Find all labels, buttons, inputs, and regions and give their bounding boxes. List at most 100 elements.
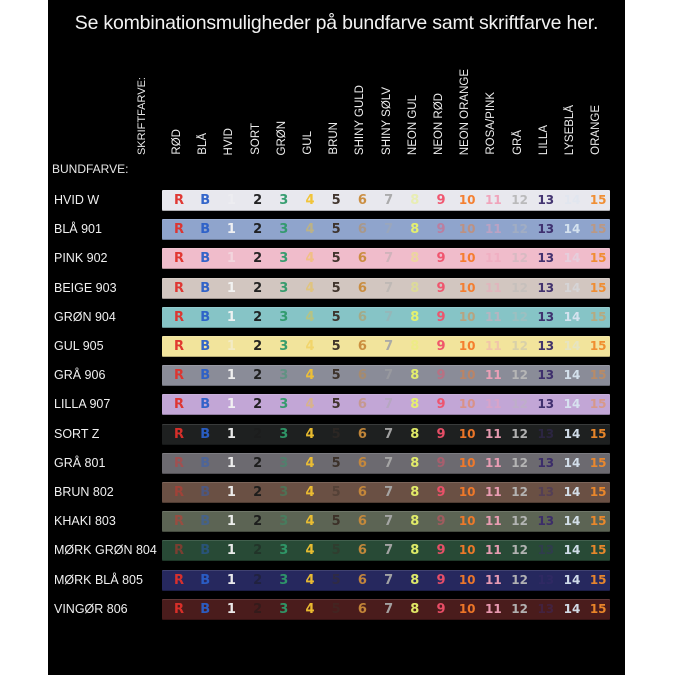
ribbon-swatch: R B 1 2 3 4 5 6 7 8 9 10 11 12 13 14 15 <box>162 423 610 445</box>
row-label: SORT Z <box>54 426 100 441</box>
font-color-sample: 13 <box>537 543 555 558</box>
font-color-sample: 8 <box>410 485 420 500</box>
font-color-sample: 12 <box>511 601 528 616</box>
font-color-sample: 2 <box>253 426 263 442</box>
font-color-sample: 1 <box>226 601 236 617</box>
ribbon-swatch: R B 1 2 3 4 5 6 7 8 9 10 11 12 13 14 15 <box>162 482 610 503</box>
ribbon-swatch: R B 1 2 3 4 5 6 7 8 9 10 11 12 13 14 15 <box>162 452 610 474</box>
font-color-sample: 4 <box>305 251 315 267</box>
font-color-sample: 12 <box>511 397 528 412</box>
font-color-sample: 13 <box>537 426 555 441</box>
font-color-sample: 12 <box>511 222 528 237</box>
font-color-sample: 12 <box>511 455 528 470</box>
column-header: NEON ORANGE <box>459 68 472 155</box>
font-color-sample: 5 <box>331 485 341 500</box>
font-color-sample: 14 <box>563 514 581 529</box>
font-color-sample: 10 <box>458 543 476 558</box>
font-color-sample: 15 <box>589 426 607 441</box>
font-color-sample: 9 <box>436 193 446 208</box>
font-color-sample: 1 <box>226 251 236 267</box>
font-color-sample: B <box>200 514 211 530</box>
font-color-sample: 7 <box>384 309 394 325</box>
font-color-sample: 9 <box>436 397 446 413</box>
font-color-sample: R <box>173 222 184 238</box>
font-color-sample: 4 <box>305 397 315 413</box>
font-color-sample: 12 <box>511 572 528 587</box>
font-color-sample: 14 <box>563 601 581 616</box>
column-header: GRØN <box>275 120 288 156</box>
column-header: HVID <box>223 127 236 155</box>
font-color-sample: 6 <box>357 572 367 588</box>
row-label: BEIGE 903 <box>54 280 117 295</box>
font-color-sample: 11 <box>485 368 502 383</box>
font-color-sample: 6 <box>357 222 367 238</box>
font-color-sample: 9 <box>436 543 446 559</box>
row-label: BRUN 802 <box>54 485 114 499</box>
ribbon-swatch: R B 1 2 3 4 5 6 7 8 9 10 11 12 13 14 15 <box>162 365 610 387</box>
font-color-sample: 11 <box>485 485 502 499</box>
font-color-sample: 11 <box>485 397 502 412</box>
ribbon-swatch: R B 1 2 3 4 5 6 7 8 9 10 11 12 13 14 15 <box>162 569 610 591</box>
column-header: BRUN <box>328 122 341 155</box>
font-color-sample: 15 <box>589 280 607 295</box>
font-color-sample: 4 <box>305 455 315 471</box>
ribbon-swatch: R B 1 2 3 4 5 6 7 8 9 10 11 12 13 14 15 <box>162 511 610 533</box>
font-color-sample: 2 <box>253 601 263 617</box>
ribbon-swatch: R B 1 2 3 4 5 6 7 8 9 10 11 12 13 14 15 <box>162 394 610 416</box>
font-color-sample: 8 <box>410 601 420 617</box>
font-color-sample: 12 <box>511 251 528 266</box>
font-color-sample: 6 <box>357 601 367 617</box>
row-label: GRØN 904 <box>54 309 116 324</box>
font-color-sample: 5 <box>331 280 341 296</box>
font-color-sample: 1 <box>226 309 236 325</box>
row-label: MØRK BLÅ 805 <box>54 572 143 587</box>
font-color-sample: B <box>200 309 211 325</box>
bundfarve-axis-label: BUNDFARVE: <box>52 162 129 176</box>
font-color-sample: 11 <box>485 222 502 237</box>
font-color-sample: 13 <box>537 309 555 324</box>
font-color-sample: 10 <box>458 251 476 266</box>
font-color-sample: 9 <box>436 455 446 471</box>
font-color-sample: B <box>200 455 211 471</box>
font-color-sample: 6 <box>357 455 367 471</box>
font-color-sample: 4 <box>305 309 315 325</box>
font-color-sample: 8 <box>410 397 420 413</box>
font-color-sample: 14 <box>563 339 581 353</box>
column-header: SORT <box>249 123 262 155</box>
font-color-sample: 15 <box>589 397 607 412</box>
font-color-sample: 2 <box>253 339 263 354</box>
font-color-sample: 11 <box>485 514 502 529</box>
font-color-sample: R <box>173 572 184 588</box>
font-color-sample: 14 <box>563 193 581 207</box>
font-color-sample: 9 <box>436 514 446 530</box>
font-color-sample: 9 <box>436 426 446 442</box>
font-color-sample: 10 <box>458 485 476 499</box>
font-color-sample: 6 <box>357 397 367 413</box>
font-color-sample: 8 <box>410 368 420 384</box>
ribbon-swatch: R B 1 2 3 4 5 6 7 8 9 10 11 12 13 14 15 <box>162 598 610 620</box>
font-color-sample: 6 <box>357 280 367 296</box>
skriftfarve-axis-label: SKRIFTFARVE: <box>136 76 148 155</box>
font-color-sample: 6 <box>357 543 367 559</box>
font-color-sample: 7 <box>384 339 394 354</box>
row-label: LILLA 907 <box>54 397 111 412</box>
font-color-sample: 2 <box>253 280 263 296</box>
font-color-sample: 14 <box>563 397 581 412</box>
font-color-sample: 13 <box>537 368 555 383</box>
font-color-sample: 10 <box>458 309 476 324</box>
font-color-sample: 15 <box>589 222 607 237</box>
font-color-sample: B <box>200 251 211 267</box>
font-color-sample: 5 <box>331 455 341 471</box>
font-color-sample: B <box>200 397 211 413</box>
font-color-sample: R <box>173 485 184 500</box>
font-color-sample: 11 <box>485 572 502 587</box>
font-color-sample: 2 <box>253 485 263 500</box>
font-color-sample: 5 <box>331 397 341 413</box>
font-color-sample: 3 <box>279 193 289 208</box>
font-color-sample: 7 <box>384 251 394 267</box>
font-color-sample: 10 <box>458 193 476 207</box>
font-color-sample: 8 <box>410 514 420 530</box>
font-color-sample: 6 <box>357 485 367 500</box>
font-color-sample: 15 <box>589 309 607 324</box>
font-color-sample: 1 <box>226 397 236 413</box>
